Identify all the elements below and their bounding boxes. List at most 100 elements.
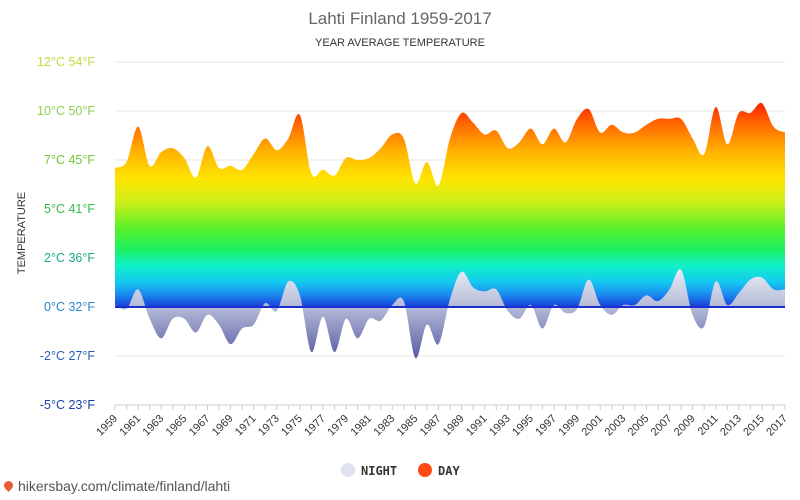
night-data-point[interactable]	[564, 311, 568, 315]
day-data-point[interactable]	[644, 123, 648, 127]
day-data-point[interactable]	[402, 136, 406, 140]
night-data-point[interactable]	[275, 309, 279, 313]
night-data-point[interactable]	[413, 356, 417, 360]
source-link[interactable]: hikersbay.com/climate/finland/lahti	[2, 478, 230, 494]
night-data-point[interactable]	[494, 287, 498, 291]
night-data-point[interactable]	[344, 317, 348, 321]
night-data-point[interactable]	[483, 289, 487, 293]
day-data-point[interactable]	[425, 160, 429, 164]
night-data-point[interactable]	[460, 270, 464, 274]
night-data-point[interactable]	[714, 280, 718, 284]
day-data-point[interactable]	[587, 107, 591, 111]
day-data-point[interactable]	[240, 168, 244, 172]
night-data-point[interactable]	[448, 297, 452, 301]
night-data-point[interactable]	[229, 342, 233, 346]
night-data-point[interactable]	[159, 336, 163, 340]
night-data-point[interactable]	[379, 319, 383, 323]
day-data-point[interactable]	[517, 140, 521, 144]
night-data-point[interactable]	[252, 323, 256, 327]
night-data-point[interactable]	[737, 291, 741, 295]
day-data-point[interactable]	[460, 111, 464, 115]
night-data-point[interactable]	[171, 317, 175, 321]
day-data-point[interactable]	[171, 146, 175, 150]
legend-label-night[interactable]: NIGHT	[361, 464, 397, 478]
day-data-point[interactable]	[575, 117, 579, 121]
night-data-point[interactable]	[644, 293, 648, 297]
night-data-point[interactable]	[587, 278, 591, 282]
day-data-point[interactable]	[737, 111, 741, 115]
day-data-point[interactable]	[217, 166, 221, 170]
night-data-point[interactable]	[402, 299, 406, 303]
day-data-point[interactable]	[356, 158, 360, 162]
night-data-point[interactable]	[205, 313, 209, 317]
night-data-point[interactable]	[691, 313, 695, 317]
day-data-point[interactable]	[113, 166, 117, 170]
night-data-point[interactable]	[610, 313, 614, 317]
night-data-point[interactable]	[517, 317, 521, 321]
day-data-point[interactable]	[367, 156, 371, 160]
day-data-point[interactable]	[598, 131, 602, 135]
day-data-point[interactable]	[506, 146, 510, 150]
night-data-point[interactable]	[309, 350, 313, 354]
day-data-point[interactable]	[702, 152, 706, 156]
night-data-point[interactable]	[321, 315, 325, 319]
night-data-point[interactable]	[332, 350, 336, 354]
night-data-point[interactable]	[240, 327, 244, 331]
day-data-point[interactable]	[748, 111, 752, 115]
day-data-point[interactable]	[679, 117, 683, 121]
day-data-point[interactable]	[252, 152, 256, 156]
day-data-point[interactable]	[125, 160, 129, 164]
day-data-point[interactable]	[471, 121, 475, 125]
day-data-point[interactable]	[564, 140, 568, 144]
night-data-point[interactable]	[760, 276, 764, 280]
night-data-point[interactable]	[425, 323, 429, 327]
night-data-point[interactable]	[656, 299, 660, 303]
day-data-point[interactable]	[771, 125, 775, 129]
day-data-point[interactable]	[714, 105, 718, 109]
night-data-point[interactable]	[148, 317, 152, 321]
night-data-point[interactable]	[471, 285, 475, 289]
day-data-point[interactable]	[229, 164, 233, 168]
night-data-point[interactable]	[263, 301, 267, 305]
day-data-point[interactable]	[309, 172, 313, 176]
day-data-point[interactable]	[159, 150, 163, 154]
night-data-point[interactable]	[436, 342, 440, 346]
day-data-point[interactable]	[275, 148, 279, 152]
day-data-point[interactable]	[667, 117, 671, 121]
day-data-point[interactable]	[148, 164, 152, 168]
day-data-point[interactable]	[494, 129, 498, 133]
day-data-point[interactable]	[286, 136, 290, 140]
night-data-point[interactable]	[540, 327, 544, 331]
day-data-point[interactable]	[633, 131, 637, 135]
night-data-point[interactable]	[783, 287, 787, 291]
day-data-point[interactable]	[725, 142, 729, 146]
night-data-point[interactable]	[367, 317, 371, 321]
night-data-point[interactable]	[748, 278, 752, 282]
night-data-point[interactable]	[194, 330, 198, 334]
day-data-point[interactable]	[610, 123, 614, 127]
day-data-point[interactable]	[413, 182, 417, 186]
day-data-point[interactable]	[182, 156, 186, 160]
day-data-point[interactable]	[321, 168, 325, 172]
night-data-point[interactable]	[506, 309, 510, 313]
night-data-point[interactable]	[182, 317, 186, 321]
day-data-point[interactable]	[621, 131, 625, 135]
day-data-point[interactable]	[529, 127, 533, 131]
legend-marker-day[interactable]	[418, 463, 432, 477]
day-data-point[interactable]	[298, 113, 302, 117]
legend-marker-night[interactable]	[341, 463, 355, 477]
day-data-point[interactable]	[691, 136, 695, 140]
day-data-point[interactable]	[194, 176, 198, 180]
day-data-point[interactable]	[136, 125, 140, 129]
day-data-point[interactable]	[760, 101, 764, 105]
night-data-point[interactable]	[771, 287, 775, 291]
night-data-point[interactable]	[679, 268, 683, 272]
night-data-point[interactable]	[286, 280, 290, 284]
day-data-point[interactable]	[344, 156, 348, 160]
day-data-point[interactable]	[379, 146, 383, 150]
night-data-point[interactable]	[136, 287, 140, 291]
day-data-point[interactable]	[552, 127, 556, 131]
day-data-point[interactable]	[436, 183, 440, 187]
night-data-point[interactable]	[298, 293, 302, 297]
day-data-point[interactable]	[332, 174, 336, 178]
